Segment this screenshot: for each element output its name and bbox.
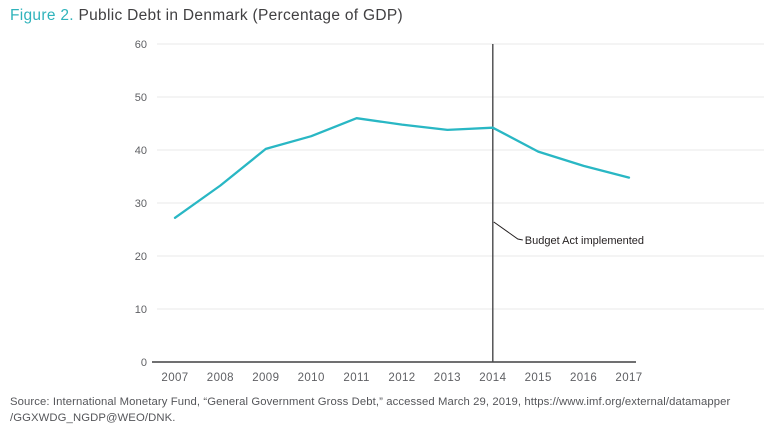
- source-line-2: /GGXWDG_NGDP@WEO/DNK.: [10, 412, 176, 425]
- debt-line: [173, 117, 631, 219]
- x-tick-label: 2010: [298, 372, 325, 384]
- y-tick-label: 20: [135, 251, 147, 263]
- y-tick-label: 30: [135, 198, 147, 210]
- x-tick-label: 2007: [161, 372, 188, 384]
- x-tick-label: 2015: [525, 372, 552, 384]
- annotation-leader-line: [493, 221, 523, 241]
- annotation-label: Budget Act implemented: [525, 235, 644, 247]
- figure-title: Figure 2. Public Debt in Denmark (Percen…: [10, 7, 403, 25]
- x-tick-label: 2009: [252, 372, 279, 384]
- x-tick-label: 2017: [615, 372, 642, 384]
- figure-number-label: Figure 2.: [10, 7, 74, 24]
- x-tick-label: 2008: [207, 372, 234, 384]
- x-tick-label: 2011: [343, 372, 369, 384]
- y-tick-label: 50: [135, 92, 147, 104]
- x-tick-label: 2016: [570, 372, 597, 384]
- x-tick-label: 2014: [479, 372, 506, 384]
- y-tick-label: 60: [135, 39, 147, 51]
- source-note: Source: International Monetary Fund, “Ge…: [10, 394, 766, 426]
- y-tick-label: 10: [135, 304, 147, 316]
- x-tick-label: 2012: [388, 372, 415, 384]
- source-line-1: Source: International Monetary Fund, “Ge…: [10, 396, 731, 408]
- x-tick-label: 2013: [434, 372, 461, 384]
- y-tick-label: 40: [135, 145, 147, 157]
- y-tick-label: 0: [141, 357, 147, 369]
- figure-title-text: Public Debt in Denmark (Percentage of GD…: [73, 7, 403, 24]
